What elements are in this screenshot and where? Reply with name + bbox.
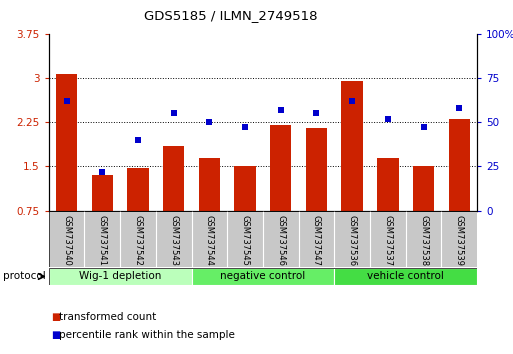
Point: [277, 107, 285, 113]
Bar: [49, 268, 191, 285]
Text: GSM737540: GSM737540: [62, 215, 71, 266]
Bar: [270, 125, 291, 211]
Bar: [334, 268, 477, 285]
Bar: [91, 175, 113, 211]
Text: GSM737544: GSM737544: [205, 215, 214, 266]
Text: transformed count: transformed count: [59, 312, 156, 322]
Point: [420, 125, 428, 130]
Point: [98, 169, 106, 175]
Point: [170, 110, 178, 116]
Text: GSM737538: GSM737538: [419, 215, 428, 266]
Bar: [342, 81, 363, 211]
Point: [134, 137, 142, 143]
Bar: [448, 119, 470, 211]
Text: ■: ■: [51, 312, 61, 322]
Text: GSM737545: GSM737545: [241, 215, 249, 266]
Point: [384, 116, 392, 121]
Text: GSM737546: GSM737546: [277, 215, 285, 266]
Bar: [199, 158, 220, 211]
Bar: [234, 166, 256, 211]
Text: protocol: protocol: [3, 272, 45, 281]
Text: negative control: negative control: [220, 272, 306, 281]
Point: [348, 98, 356, 104]
Text: GSM737537: GSM737537: [383, 215, 392, 266]
Bar: [413, 166, 434, 211]
Text: GSM737543: GSM737543: [169, 215, 178, 266]
Text: ■: ■: [51, 330, 61, 339]
Point: [312, 110, 321, 116]
Bar: [163, 146, 184, 211]
Point: [455, 105, 463, 111]
Bar: [191, 268, 334, 285]
Text: vehicle control: vehicle control: [367, 272, 444, 281]
Text: percentile rank within the sample: percentile rank within the sample: [59, 330, 235, 339]
Text: Wig-1 depletion: Wig-1 depletion: [79, 272, 161, 281]
Bar: [377, 158, 399, 211]
Bar: [127, 167, 149, 211]
Text: GSM737542: GSM737542: [133, 215, 143, 266]
Text: GSM737539: GSM737539: [455, 215, 464, 266]
Point: [241, 125, 249, 130]
Text: GDS5185 / ILMN_2749518: GDS5185 / ILMN_2749518: [144, 9, 318, 22]
Point: [63, 98, 71, 104]
Point: [205, 119, 213, 125]
Text: GSM737536: GSM737536: [348, 215, 357, 266]
Bar: [306, 128, 327, 211]
Text: GSM737541: GSM737541: [98, 215, 107, 266]
Bar: [56, 74, 77, 211]
Text: GSM737547: GSM737547: [312, 215, 321, 266]
